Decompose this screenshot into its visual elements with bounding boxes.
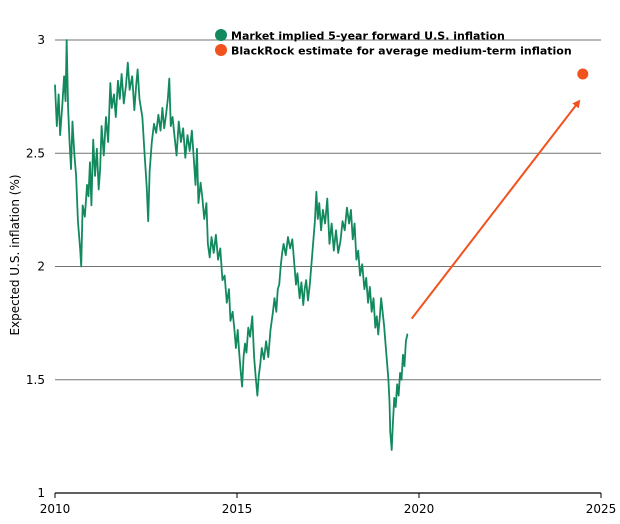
- gridlines: [55, 39, 601, 381]
- legend-swatch-market-implied: [215, 29, 227, 41]
- y-tick-label: 1: [37, 486, 45, 500]
- x-tick-label: 2015: [222, 502, 253, 516]
- y-tick-label: 2: [37, 260, 45, 274]
- x-tick-label: 2010: [40, 502, 71, 516]
- x-tick-label: 2025: [586, 502, 617, 516]
- series-line-market-implied: [54, 39, 409, 451]
- axes: [54, 492, 602, 498]
- blackrock-estimate-point: [577, 68, 589, 80]
- y-tick-label: 1.5: [26, 373, 45, 387]
- x-tick-label: 2020: [404, 502, 435, 516]
- legend-swatch-blackrock-estimate: [215, 44, 227, 56]
- y-tick-label: 3: [37, 33, 45, 47]
- trend-arrow: [410, 99, 581, 320]
- legend-label-market-implied: Market implied 5-year forward U.S. infla…: [231, 30, 505, 43]
- y-tick-label: 2.5: [26, 146, 45, 160]
- tick-labels: 1 1.5 2 2.5 3 2010 2015 2020 2025: [26, 33, 616, 516]
- legend: Market implied 5-year forward U.S. infla…: [215, 29, 572, 58]
- y-axis-label: Expected U.S. inflation (%): [8, 174, 22, 335]
- annotation-layer: [410, 68, 589, 320]
- legend-label-blackrock-estimate: BlackRock estimate for average medium-te…: [231, 45, 572, 58]
- series-layer: [54, 39, 409, 451]
